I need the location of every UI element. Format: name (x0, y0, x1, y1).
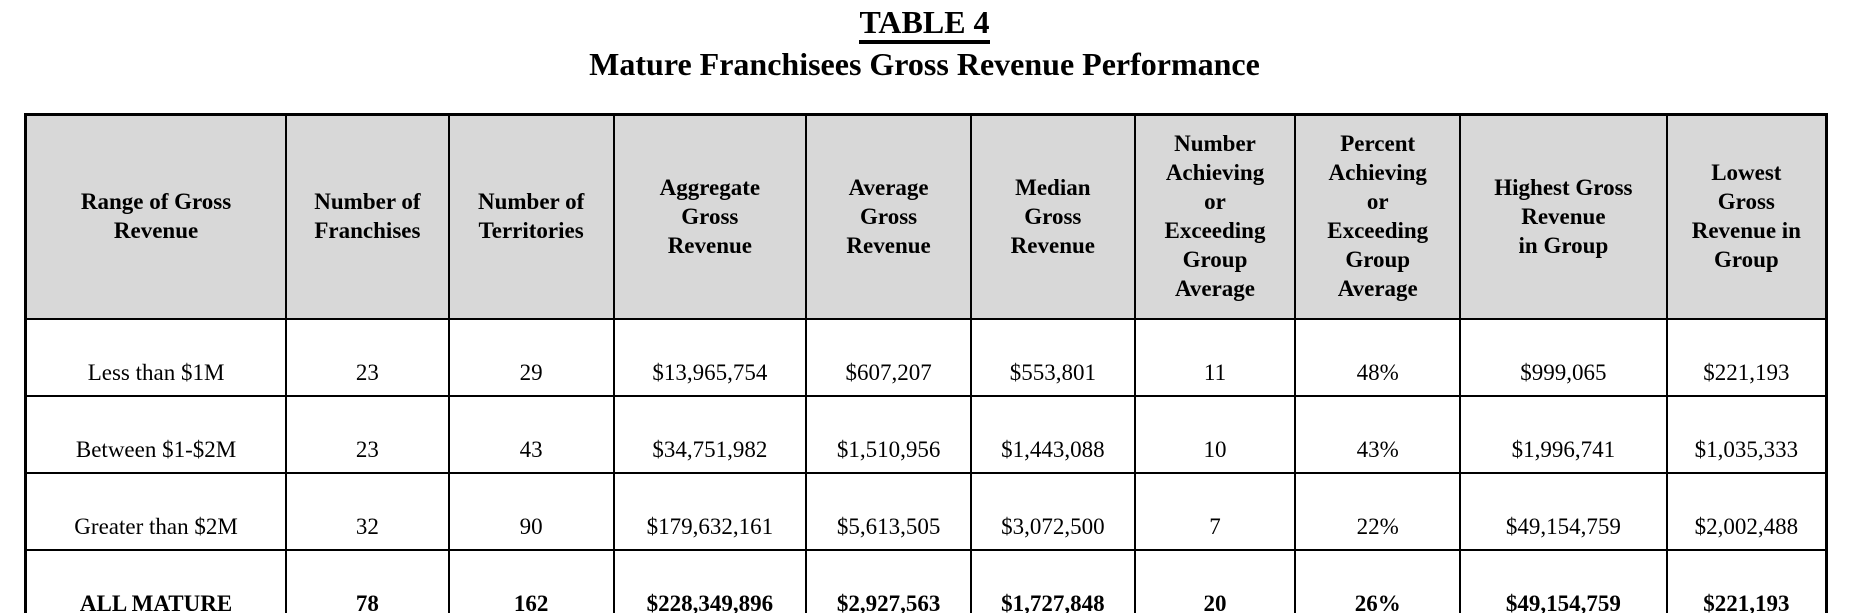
cell-average: $607,207 (805, 318, 972, 398)
header-highest-gross-revenue: Highest Gross Revenue in Group (1459, 113, 1668, 321)
table-row-between-1-2m: Between $1-$2M 23 43 $34,751,982 $1,510,… (24, 395, 1828, 475)
gross-revenue-performance-table: Range of Gross Revenue Number of Franchi… (24, 113, 1828, 613)
cell-number-achieving: 20 (1133, 549, 1297, 613)
header-median-gross-revenue: Median Gross Revenue (969, 113, 1136, 321)
cell-territories: 90 (447, 472, 615, 552)
cell-franchises: 32 (285, 472, 450, 552)
table-row-greater-than-2m: Greater than $2M 32 90 $179,632,161 $5,6… (24, 472, 1828, 552)
cell-range: Between $1-$2M (24, 395, 288, 475)
cell-average: $5,613,505 (805, 472, 972, 552)
cell-franchises: 78 (285, 549, 450, 613)
header-number-of-territories: Number of Territories (447, 113, 615, 321)
cell-highest: $49,154,759 (1459, 549, 1668, 613)
cell-lowest: $1,035,333 (1665, 395, 1828, 475)
cell-lowest: $2,002,488 (1665, 472, 1828, 552)
cell-aggregate: $34,751,982 (612, 395, 808, 475)
cell-percent-achieving: 48% (1294, 318, 1462, 398)
header-aggregate-gross-revenue: Aggregate Gross Revenue (612, 113, 808, 321)
cell-percent-achieving: 43% (1294, 395, 1462, 475)
cell-lowest: $221,193 (1665, 549, 1828, 613)
header-average-gross-revenue: Average Gross Revenue (805, 113, 972, 321)
header-percent-achieving-group-average: Percent Achieving or Exceeding Group Ave… (1294, 113, 1462, 321)
cell-percent-achieving: 22% (1294, 472, 1462, 552)
cell-percent-achieving: 26% (1294, 549, 1462, 613)
cell-median: $1,727,848 (969, 549, 1136, 613)
cell-number-achieving: 10 (1133, 395, 1297, 475)
cell-highest: $49,154,759 (1459, 472, 1668, 552)
cell-aggregate: $179,632,161 (612, 472, 808, 552)
header-number-achieving-group-average: Number Achieving or Exceeding Group Aver… (1133, 113, 1297, 321)
cell-median: $553,801 (969, 318, 1136, 398)
cell-lowest: $221,193 (1665, 318, 1828, 398)
cell-territories: 162 (447, 549, 615, 613)
cell-franchises: 23 (285, 318, 450, 398)
header-number-of-franchises: Number of Franchises (285, 113, 450, 321)
table-number-title: TABLE 4 (0, 4, 1849, 45)
cell-franchises: 23 (285, 395, 450, 475)
header-range-of-gross-revenue: Range of Gross Revenue (24, 113, 288, 321)
cell-median: $3,072,500 (969, 472, 1136, 552)
cell-range: Greater than $2M (24, 472, 288, 552)
cell-aggregate: $13,965,754 (612, 318, 808, 398)
cell-median: $1,443,088 (969, 395, 1136, 475)
table-number-text: TABLE 4 (859, 4, 990, 45)
cell-number-achieving: 11 (1133, 318, 1297, 398)
header-lowest-gross-revenue: Lowest Gross Revenue in Group (1665, 113, 1828, 321)
cell-territories: 29 (447, 318, 615, 398)
cell-territories: 43 (447, 395, 615, 475)
cell-average: $1,510,956 (805, 395, 972, 475)
title-block: TABLE 4 Mature Franchisees Gross Revenue… (0, 0, 1849, 82)
table-header-row: Range of Gross Revenue Number of Franchi… (24, 113, 1828, 321)
table-subtitle: Mature Franchisees Gross Revenue Perform… (589, 46, 1260, 83)
cell-range: Less than $1M (24, 318, 288, 398)
table-row-all-mature-total: ALL MATURE 78 162 $228,349,896 $2,927,56… (24, 549, 1828, 613)
cell-aggregate: $228,349,896 (612, 549, 808, 613)
cell-range: ALL MATURE (24, 549, 288, 613)
cell-highest: $999,065 (1459, 318, 1668, 398)
cell-average: $2,927,563 (805, 549, 972, 613)
cell-number-achieving: 7 (1133, 472, 1297, 552)
table-row-less-than-1m: Less than $1M 23 29 $13,965,754 $607,207… (24, 318, 1828, 398)
cell-highest: $1,996,741 (1459, 395, 1668, 475)
